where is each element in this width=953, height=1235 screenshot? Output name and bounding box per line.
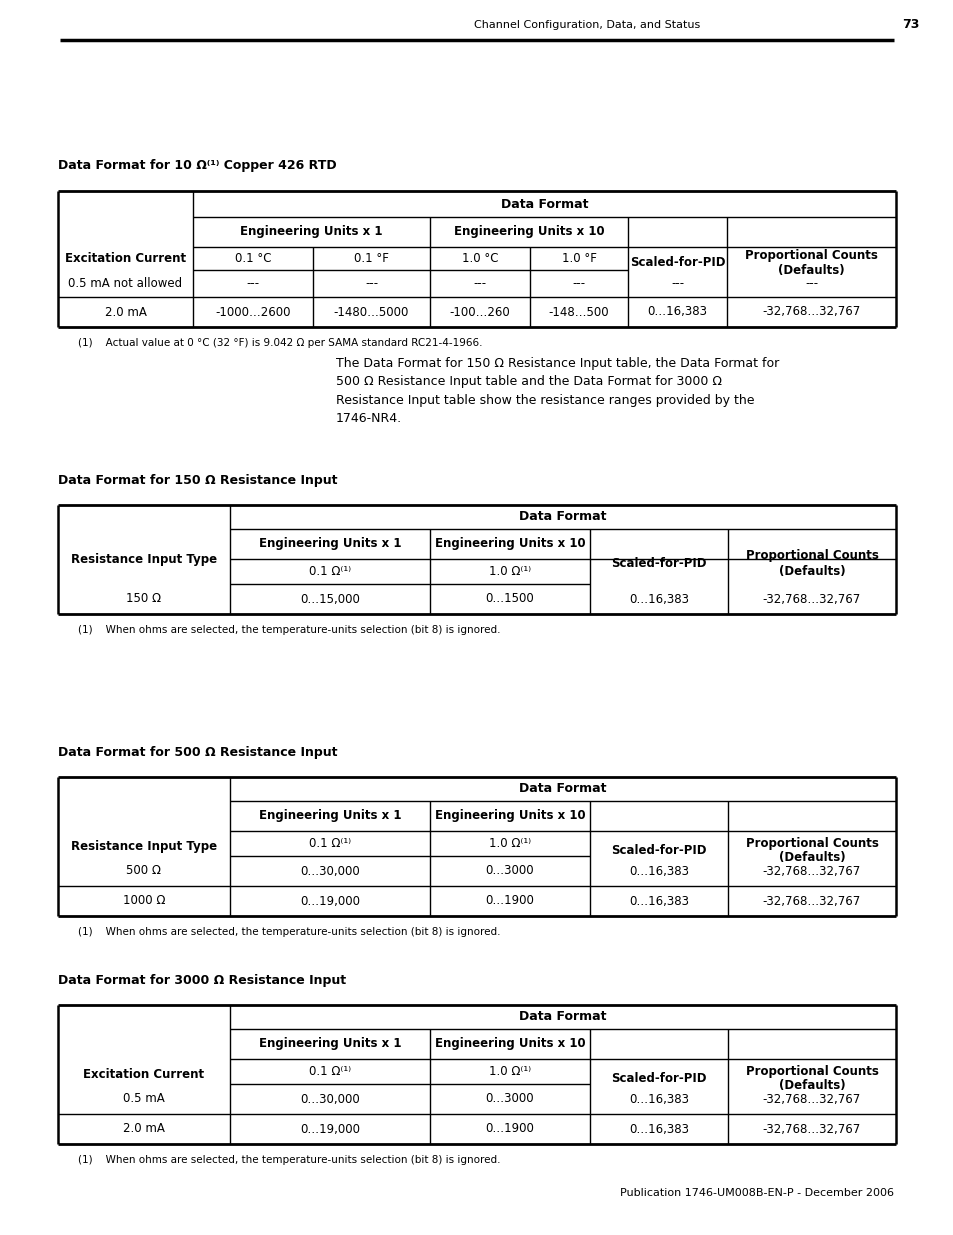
Text: 0…1900: 0…1900 — [485, 894, 534, 908]
Text: Data Format for 150 Ω Resistance Input: Data Format for 150 Ω Resistance Input — [58, 474, 337, 487]
Text: Scaled-for-PID: Scaled-for-PID — [611, 557, 706, 571]
Text: 0…30,000: 0…30,000 — [300, 864, 359, 878]
Text: 0.5 mA not allowed: 0.5 mA not allowed — [69, 277, 182, 290]
Text: Data Format for 10 Ω⁽¹⁾ Copper 426 RTD: Data Format for 10 Ω⁽¹⁾ Copper 426 RTD — [58, 159, 336, 172]
Text: Proportional Counts
(Defaults): Proportional Counts (Defaults) — [745, 1065, 878, 1093]
Text: -32,768…32,767: -32,768…32,767 — [762, 864, 861, 878]
Text: Scaled-for-PID: Scaled-for-PID — [611, 1072, 706, 1086]
Text: Engineering Units x 10: Engineering Units x 10 — [435, 809, 585, 823]
Text: Publication 1746-UM008B-EN-P - December 2006: Publication 1746-UM008B-EN-P - December … — [619, 1188, 893, 1198]
Text: 0…3000: 0…3000 — [485, 1093, 534, 1105]
Text: 0…16,383: 0…16,383 — [628, 1123, 688, 1135]
Text: Data Format: Data Format — [500, 198, 588, 210]
Text: The Data Format for 150 Ω Resistance Input table, the Data Format for
500 Ω Resi: The Data Format for 150 Ω Resistance Inp… — [335, 357, 779, 426]
Text: 0…16,383: 0…16,383 — [628, 1093, 688, 1105]
Text: Data Format for 500 Ω Resistance Input: Data Format for 500 Ω Resistance Input — [58, 746, 337, 760]
Text: 1000 Ω: 1000 Ω — [123, 894, 165, 908]
Text: Proportional Counts
(Defaults): Proportional Counts (Defaults) — [745, 550, 878, 578]
Text: 1.0 Ω⁽¹⁾: 1.0 Ω⁽¹⁾ — [489, 1065, 531, 1078]
Text: -32,768…32,767: -32,768…32,767 — [762, 1123, 861, 1135]
Text: Engineering Units x 10: Engineering Units x 10 — [435, 537, 585, 551]
Text: ---: --- — [804, 277, 818, 290]
Text: 0.1 °C: 0.1 °C — [234, 252, 271, 266]
Text: Engineering Units x 1: Engineering Units x 1 — [258, 537, 401, 551]
Text: 0…16,383: 0…16,383 — [628, 864, 688, 878]
Text: 73: 73 — [902, 19, 919, 32]
Text: ---: --- — [246, 277, 259, 290]
Text: 500 Ω: 500 Ω — [127, 864, 161, 878]
Text: 2.0 mA: 2.0 mA — [105, 305, 146, 319]
Text: -100…260: -100…260 — [449, 305, 510, 319]
Text: Engineering Units x 1: Engineering Units x 1 — [240, 226, 382, 238]
Text: 0.1 Ω⁽¹⁾: 0.1 Ω⁽¹⁾ — [309, 1065, 351, 1078]
Text: ---: --- — [473, 277, 486, 290]
Text: Proportional Counts
(Defaults): Proportional Counts (Defaults) — [745, 836, 878, 864]
Text: -32,768…32,767: -32,768…32,767 — [761, 305, 860, 319]
Text: 0…1500: 0…1500 — [485, 593, 534, 605]
Text: 2.0 mA: 2.0 mA — [123, 1123, 165, 1135]
Text: -1000…2600: -1000…2600 — [215, 305, 291, 319]
Text: -32,768…32,767: -32,768…32,767 — [762, 894, 861, 908]
Text: Engineering Units x 10: Engineering Units x 10 — [454, 226, 603, 238]
Text: Channel Configuration, Data, and Status: Channel Configuration, Data, and Status — [474, 20, 700, 30]
Text: -148…500: -148…500 — [548, 305, 609, 319]
Text: 0.1 Ω⁽¹⁾: 0.1 Ω⁽¹⁾ — [309, 837, 351, 850]
Text: Data Format: Data Format — [518, 1010, 606, 1024]
Text: (1)    When ohms are selected, the temperature-units selection (bit 8) is ignore: (1) When ohms are selected, the temperat… — [78, 625, 500, 635]
Text: Scaled-for-PID: Scaled-for-PID — [611, 844, 706, 857]
Text: 0…3000: 0…3000 — [485, 864, 534, 878]
Text: 0.1 °F: 0.1 °F — [354, 252, 389, 266]
Text: Data Format: Data Format — [518, 510, 606, 524]
Text: 1.0 Ω⁽¹⁾: 1.0 Ω⁽¹⁾ — [489, 837, 531, 850]
Text: 0…15,000: 0…15,000 — [300, 593, 359, 605]
Text: Resistance Input Type: Resistance Input Type — [71, 840, 217, 853]
Text: (1)    When ohms are selected, the temperature-units selection (bit 8) is ignore: (1) When ohms are selected, the temperat… — [78, 927, 500, 937]
Text: Excitation Current: Excitation Current — [83, 1068, 204, 1081]
Text: 0.1 Ω⁽¹⁾: 0.1 Ω⁽¹⁾ — [309, 564, 351, 578]
Text: 0…30,000: 0…30,000 — [300, 1093, 359, 1105]
Text: 1.0 Ω⁽¹⁾: 1.0 Ω⁽¹⁾ — [489, 564, 531, 578]
Text: ---: --- — [572, 277, 585, 290]
Text: 150 Ω: 150 Ω — [127, 593, 161, 605]
Text: 0…19,000: 0…19,000 — [299, 1123, 359, 1135]
Text: -32,768…32,767: -32,768…32,767 — [762, 1093, 861, 1105]
Text: -1480…5000: -1480…5000 — [334, 305, 409, 319]
Text: (1)    Actual value at 0 °C (32 °F) is 9.042 Ω per SAMA standard RC21-4-1966.: (1) Actual value at 0 °C (32 °F) is 9.04… — [78, 338, 482, 348]
Text: Data Format for 3000 Ω Resistance Input: Data Format for 3000 Ω Resistance Input — [58, 974, 346, 987]
Text: -32,768…32,767: -32,768…32,767 — [762, 593, 861, 605]
Text: ---: --- — [365, 277, 377, 290]
Text: Engineering Units x 1: Engineering Units x 1 — [258, 1037, 401, 1051]
Text: 0…16,383: 0…16,383 — [628, 593, 688, 605]
Text: Resistance Input Type: Resistance Input Type — [71, 553, 217, 566]
Text: Excitation Current: Excitation Current — [65, 252, 186, 266]
Text: 0…19,000: 0…19,000 — [299, 894, 359, 908]
Text: 0…16,383: 0…16,383 — [647, 305, 707, 319]
Text: 0…16,383: 0…16,383 — [628, 894, 688, 908]
Text: Engineering Units x 1: Engineering Units x 1 — [258, 809, 401, 823]
Text: 0…1900: 0…1900 — [485, 1123, 534, 1135]
Text: Scaled-for-PID: Scaled-for-PID — [629, 257, 724, 269]
Text: Engineering Units x 10: Engineering Units x 10 — [435, 1037, 585, 1051]
Text: (1)    When ohms are selected, the temperature-units selection (bit 8) is ignore: (1) When ohms are selected, the temperat… — [78, 1155, 500, 1165]
Text: 1.0 °C: 1.0 °C — [461, 252, 497, 266]
Text: 0.5 mA: 0.5 mA — [123, 1093, 165, 1105]
Text: Data Format: Data Format — [518, 783, 606, 795]
Text: Proportional Counts
(Defaults): Proportional Counts (Defaults) — [744, 249, 877, 277]
Text: 1.0 °F: 1.0 °F — [561, 252, 596, 266]
Text: ---: --- — [670, 277, 683, 290]
